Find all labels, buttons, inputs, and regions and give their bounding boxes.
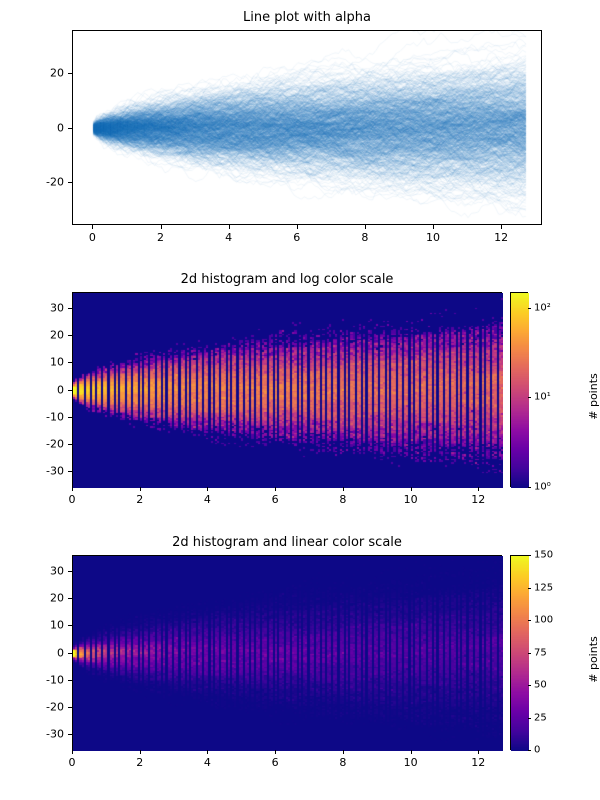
tick-label: 0 <box>57 646 64 659</box>
tick-label: 6 <box>272 756 279 769</box>
figure: Line plot with alpha024681012-200202d hi… <box>0 0 600 800</box>
tick-label: 0 <box>89 231 96 244</box>
tick-label: -20 <box>46 437 64 450</box>
tick-label: -30 <box>46 727 64 740</box>
tick-label: 50 <box>534 680 547 691</box>
tick-label: 10 <box>50 619 64 632</box>
line-plot <box>72 30 542 225</box>
tick-label: 20 <box>50 592 64 605</box>
colorbar-label: # points <box>587 636 600 683</box>
tick-label: 12 <box>494 231 508 244</box>
chart-title: Line plot with alpha <box>72 10 542 25</box>
plot-canvas <box>73 31 543 226</box>
tick-label: 8 <box>339 756 346 769</box>
tick-label: 0 <box>534 745 540 756</box>
tick-label: 75 <box>534 647 547 658</box>
tick-label: -10 <box>46 673 64 686</box>
plot-canvas <box>73 556 503 751</box>
tick-label: 6 <box>293 231 300 244</box>
tick-label: -10 <box>46 410 64 423</box>
tick-label: 125 <box>534 582 553 593</box>
tick-label: 0 <box>69 493 76 506</box>
tick-label: 0 <box>69 756 76 769</box>
chart-title: 2d histogram and linear color scale <box>72 535 502 550</box>
tick-label: 100 <box>534 615 553 626</box>
tick-label: 0 <box>57 121 64 134</box>
tick-label: 8 <box>339 493 346 506</box>
tick-label: -30 <box>46 464 64 477</box>
tick-label: 10 <box>426 231 440 244</box>
tick-label: 2 <box>136 493 143 506</box>
tick-label: 10 <box>50 356 64 369</box>
colorbar-label: # points <box>587 373 600 420</box>
tick-label: 12 <box>471 756 485 769</box>
tick-label: 10⁰ <box>534 482 551 493</box>
tick-label: 20 <box>50 67 64 80</box>
colorbar <box>510 292 528 487</box>
tick-label: -20 <box>46 700 64 713</box>
plot-canvas <box>73 293 503 488</box>
tick-label: 20 <box>50 329 64 342</box>
tick-label: 8 <box>361 231 368 244</box>
hist2d-plot <box>72 555 502 750</box>
tick-label: 150 <box>534 550 553 561</box>
chart-title: 2d histogram and log color scale <box>72 272 502 287</box>
tick-label: 10² <box>534 302 551 313</box>
tick-label: 0 <box>57 383 64 396</box>
tick-label: 2 <box>136 756 143 769</box>
hist2d-plot <box>72 292 502 487</box>
tick-label: 10¹ <box>534 392 551 403</box>
tick-label: 4 <box>225 231 232 244</box>
tick-label: 10 <box>404 756 418 769</box>
tick-label: 30 <box>50 565 64 578</box>
tick-label: 6 <box>272 493 279 506</box>
tick-label: 2 <box>157 231 164 244</box>
tick-label: 10 <box>404 493 418 506</box>
colorbar <box>510 555 528 750</box>
tick-label: 30 <box>50 302 64 315</box>
tick-label: -20 <box>46 175 64 188</box>
tick-label: 12 <box>471 493 485 506</box>
tick-label: 4 <box>204 493 211 506</box>
tick-label: 25 <box>534 712 547 723</box>
tick-label: 4 <box>204 756 211 769</box>
